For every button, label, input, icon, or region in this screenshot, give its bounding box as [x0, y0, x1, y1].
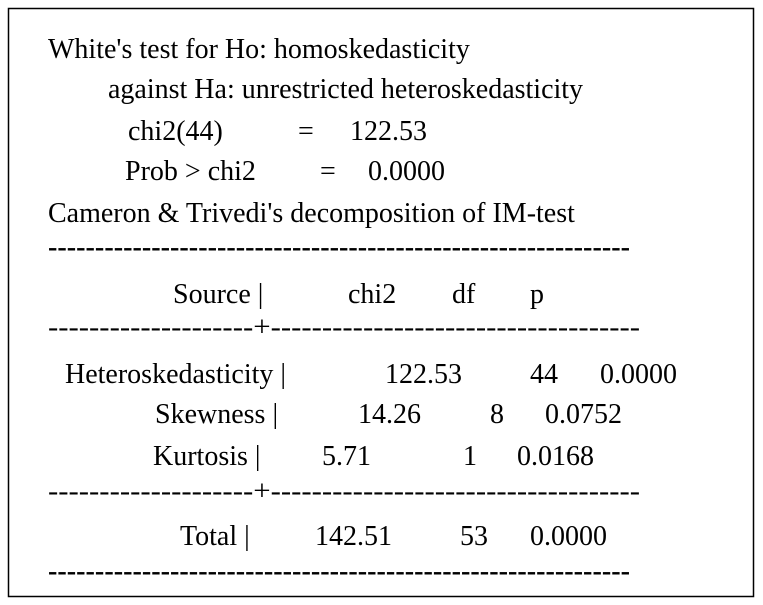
table-cell: Kurtosis | — [153, 441, 261, 472]
total-cell: 53 — [460, 521, 488, 552]
stat-label: chi2(44) — [128, 116, 223, 147]
header-cell: p — [530, 279, 544, 310]
table-cell: 14.26 — [358, 399, 421, 430]
total-cell: Total | — [180, 521, 250, 552]
total-cell: 0.0000 — [530, 521, 607, 552]
heading: White's test for Ho: homoskedasticity — [48, 34, 470, 65]
prob-label: Prob > chi2 — [125, 156, 256, 187]
header-cell: Source | — [173, 279, 263, 310]
table-cell: 0.0168 — [517, 441, 594, 472]
section-title: Cameron & Trivedi's decomposition of IM-… — [48, 198, 575, 229]
table-cell: 8 — [490, 399, 504, 430]
table-cell: 122.53 — [385, 359, 462, 390]
table-cell: 44 — [530, 359, 558, 390]
table-cell: 1 — [463, 441, 477, 472]
total-cell: 142.51 — [315, 521, 392, 552]
rule: ----------------------------------------… — [48, 232, 630, 263]
rule: --------------------+-------------------… — [48, 312, 640, 343]
prob-value: 0.0000 — [368, 156, 445, 187]
stat-value: 122.53 — [350, 116, 427, 147]
table-cell: Heteroskedasticity | — [65, 359, 286, 390]
table-cell: Skewness | — [155, 399, 278, 430]
table-cell: 0.0752 — [545, 399, 622, 430]
header-cell: chi2 — [348, 279, 396, 310]
table-cell: 5.71 — [322, 441, 371, 472]
rule: --------------------+-------------------… — [48, 476, 640, 507]
header-cell: df — [452, 279, 476, 310]
table-cell: 0.0000 — [600, 359, 677, 390]
stat-eq: = — [298, 116, 314, 147]
prob-eq: = — [320, 156, 336, 187]
rule: ----------------------------------------… — [48, 556, 630, 587]
frame — [7, 7, 755, 598]
alternative: against Ha: unrestricted heteroskedastic… — [108, 74, 583, 105]
